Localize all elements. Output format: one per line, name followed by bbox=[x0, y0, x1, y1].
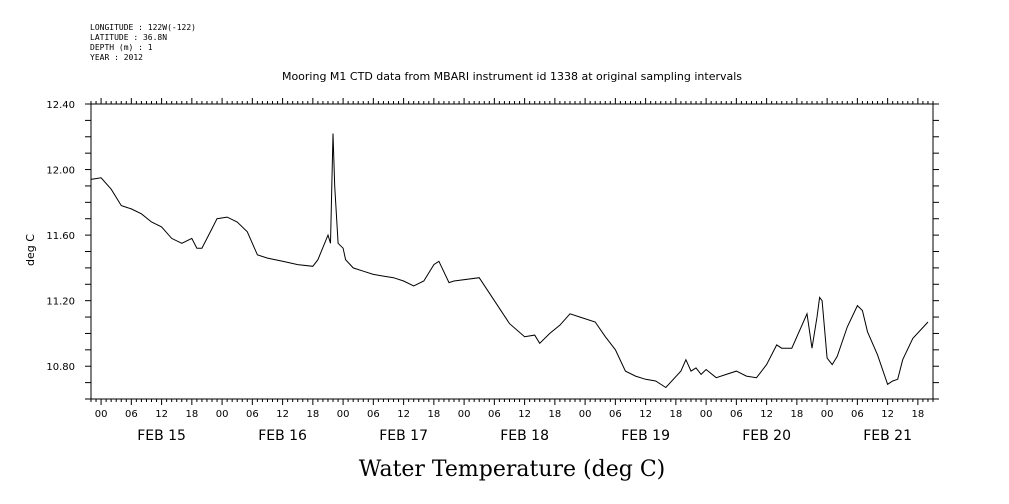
y-tick-label: 12.40 bbox=[46, 100, 75, 111]
x-hour-label: 06 bbox=[488, 409, 501, 420]
x-hour-label: 00 bbox=[579, 409, 592, 420]
x-hour-label: 00 bbox=[700, 409, 713, 420]
plot-frame bbox=[90, 103, 934, 400]
x-day-label: FEB 18 bbox=[500, 428, 549, 444]
x-hour-label: 18 bbox=[185, 409, 198, 420]
x-hour-label: 06 bbox=[246, 409, 259, 420]
x-axis: 00 06 12 18 00 06 12 18 00 06 12 18 00 06 12 18 00 06 12 18… bbox=[90, 98, 934, 444]
x-day-label: FEB 15 bbox=[137, 428, 186, 444]
x-hour-label: 18 bbox=[548, 409, 561, 420]
x-hour-label: 06 bbox=[609, 409, 622, 420]
x-hour-label: 12 bbox=[639, 409, 652, 420]
metadata-block: LONGITUDE : 122W(-122) LATITUDE : 36.8N … bbox=[90, 23, 196, 62]
y-tick-label: 10.80 bbox=[46, 362, 75, 373]
y-axis-label: deg C bbox=[24, 234, 37, 266]
x-hour-label: 18 bbox=[427, 409, 440, 420]
series-layer bbox=[90, 133, 929, 389]
x-hour-label: 06 bbox=[367, 409, 380, 420]
x-hour-label: 12 bbox=[155, 409, 168, 420]
x-hour-label: 18 bbox=[669, 409, 682, 420]
x-hour-label: 12 bbox=[276, 409, 289, 420]
x-hour-label: 18 bbox=[306, 409, 319, 420]
x-hour-label: 18 bbox=[912, 409, 925, 420]
x-hour-label: 12 bbox=[518, 409, 531, 420]
x-hour-label: 12 bbox=[397, 409, 410, 420]
x-day-label: FEB 19 bbox=[621, 428, 670, 444]
chart-caption: Water Temperature (deg C) bbox=[359, 457, 666, 482]
depth-text: DEPTH (m) : 1 bbox=[90, 43, 153, 52]
x-hour-label: 12 bbox=[760, 409, 773, 420]
x-hour-label: 00 bbox=[821, 409, 834, 420]
year-text: YEAR : 2012 bbox=[90, 53, 143, 62]
y-tick-label: 12.00 bbox=[46, 166, 75, 177]
x-hour-label: 00 bbox=[458, 409, 471, 420]
chart-title: Mooring M1 CTD data from MBARI instrumen… bbox=[282, 70, 742, 83]
x-day-label: FEB 21 bbox=[863, 428, 912, 444]
x-hour-label: 06 bbox=[851, 409, 864, 420]
y-tick-label: 11.20 bbox=[46, 297, 75, 308]
latitude-text: LATITUDE : 36.8N bbox=[90, 33, 167, 42]
x-day-label: FEB 20 bbox=[742, 428, 791, 444]
x-hour-label: 18 bbox=[791, 409, 804, 420]
y-axis: 10.80 11.20 11.60 12.00 12.40 bbox=[46, 100, 939, 400]
x-hour-label: 12 bbox=[881, 409, 894, 420]
x-hour-label: 00 bbox=[216, 409, 229, 420]
y-tick-label: 11.60 bbox=[46, 231, 75, 242]
x-hour-label: 00 bbox=[337, 409, 350, 420]
x-hour-label: 06 bbox=[730, 409, 743, 420]
x-day-label: FEB 16 bbox=[258, 428, 307, 444]
x-hour-label: 00 bbox=[95, 409, 108, 420]
x-day-label: FEB 17 bbox=[379, 428, 428, 444]
longitude-text: LONGITUDE : 122W(-122) bbox=[90, 23, 196, 32]
temperature-series-line bbox=[90, 133, 929, 389]
x-hour-label: 06 bbox=[125, 409, 138, 420]
